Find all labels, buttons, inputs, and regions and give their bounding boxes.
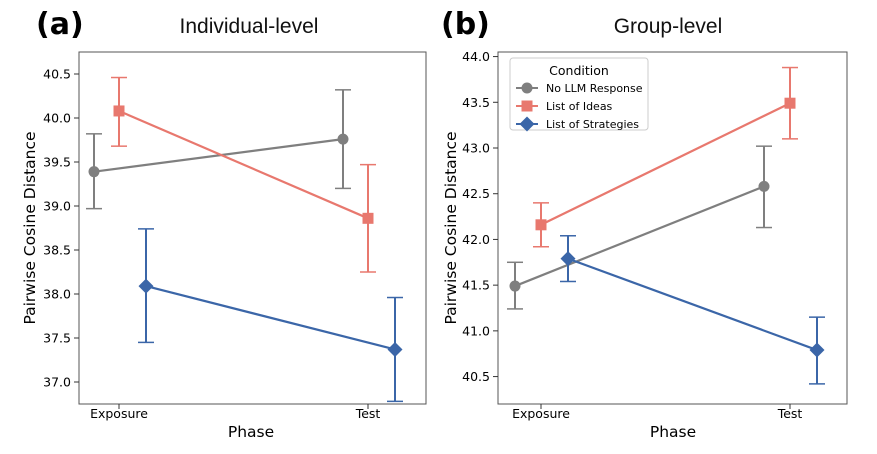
- legend-label: No LLM Response: [546, 82, 643, 95]
- x-axis-b: Exposure Test: [512, 404, 802, 421]
- legend-marker: [519, 116, 535, 132]
- y-tick-label: 40.5: [462, 369, 490, 384]
- y-tick-label: 38.5: [43, 243, 71, 258]
- legend-item-no-llm: No LLM Response: [516, 82, 643, 95]
- data-point: [113, 105, 125, 117]
- legend: Condition No LLM Response List of Ideas Li…: [509, 57, 649, 132]
- data-point: [758, 180, 770, 192]
- series-line: [145, 285, 396, 351]
- plot-frame-b: [497, 51, 848, 405]
- plot-frame-a: [78, 51, 427, 405]
- panel-b: (b) Group-level 40.5 41.0 41.5 42.0 42.5 43.0…: [441, 7, 848, 441]
- y-tick-label: 41.0: [462, 323, 490, 338]
- data-point: [809, 342, 825, 358]
- legend-marker: [521, 100, 533, 112]
- y-tick-label: 40.5: [43, 67, 71, 82]
- panel-a: (a) Individual-level 37.0 37.5 38.0 38.5 39.…: [21, 7, 427, 441]
- chart-title-a: Individual-level: [180, 15, 319, 38]
- x-tick-label: Exposure: [512, 406, 570, 421]
- series-line: [567, 257, 818, 352]
- y-tick-label: 42.0: [462, 232, 490, 247]
- y-axis-a: 37.0 37.5 38.0 38.5 39.0 39.5 40.0 40.5: [43, 67, 79, 390]
- y-tick-label: 37.5: [43, 331, 71, 346]
- y-tick-label: 38.0: [43, 287, 71, 302]
- series-group-b: [507, 66, 825, 385]
- y-axis-b: 40.5 41.0 41.5 42.0 42.5 43.0 43.5 44.0: [462, 49, 498, 384]
- legend-item-strategies: List of Strategies: [516, 116, 639, 132]
- legend-item-ideas: List of Ideas: [516, 100, 613, 113]
- data-point: [337, 133, 349, 145]
- x-axis-label-a: Phase: [228, 423, 274, 441]
- series-no-llm: [86, 89, 351, 210]
- series-line: [540, 102, 791, 226]
- data-point: [535, 219, 547, 231]
- x-axis-label-b: Phase: [650, 423, 696, 441]
- x-tick-label: Test: [355, 406, 381, 421]
- legend-box: [509, 57, 649, 131]
- y-axis-label-a: Pairwise Cosine Distance: [21, 131, 39, 324]
- y-tick-label: 37.0: [43, 375, 71, 390]
- series-line: [514, 185, 765, 288]
- data-point: [560, 251, 576, 267]
- y-tick-label: 44.0: [462, 49, 490, 64]
- y-tick-label: 39.0: [43, 199, 71, 214]
- y-tick-label: 42.5: [462, 186, 490, 201]
- y-tick-label: 43.0: [462, 141, 490, 156]
- data-point: [784, 97, 796, 109]
- series-group-a: [86, 76, 403, 403]
- panel-label-b: (b): [441, 7, 490, 42]
- y-tick-label: 40.0: [43, 111, 71, 126]
- series-line: [93, 138, 344, 173]
- series-no-llm: [507, 145, 772, 310]
- legend-label: List of Ideas: [546, 100, 613, 113]
- data-point: [88, 166, 100, 178]
- data-point: [138, 278, 154, 294]
- x-axis-a: Exposure Test: [90, 404, 380, 421]
- series-line: [118, 109, 369, 220]
- data-point: [387, 341, 403, 357]
- y-axis-label-b: Pairwise Cosine Distance: [442, 131, 460, 324]
- x-tick-label: Test: [777, 406, 803, 421]
- series-strategies: [138, 228, 403, 403]
- data-point: [362, 212, 374, 224]
- panel-label-a: (a): [36, 7, 84, 42]
- legend-title: Condition: [549, 63, 609, 78]
- series-ideas: [533, 66, 798, 248]
- y-tick-label: 43.5: [462, 95, 490, 110]
- legend-label: List of Strategies: [546, 118, 639, 131]
- data-point: [509, 280, 521, 292]
- series-strategies: [560, 235, 825, 385]
- y-tick-label: 41.5: [462, 278, 490, 293]
- series-ideas: [111, 76, 376, 273]
- x-tick-label: Exposure: [90, 406, 148, 421]
- legend-marker: [521, 82, 533, 94]
- legend-items: No LLM Response List of Ideas List of Stra…: [516, 82, 643, 132]
- y-tick-label: 39.5: [43, 155, 71, 170]
- chart-title-b: Group-level: [614, 15, 723, 38]
